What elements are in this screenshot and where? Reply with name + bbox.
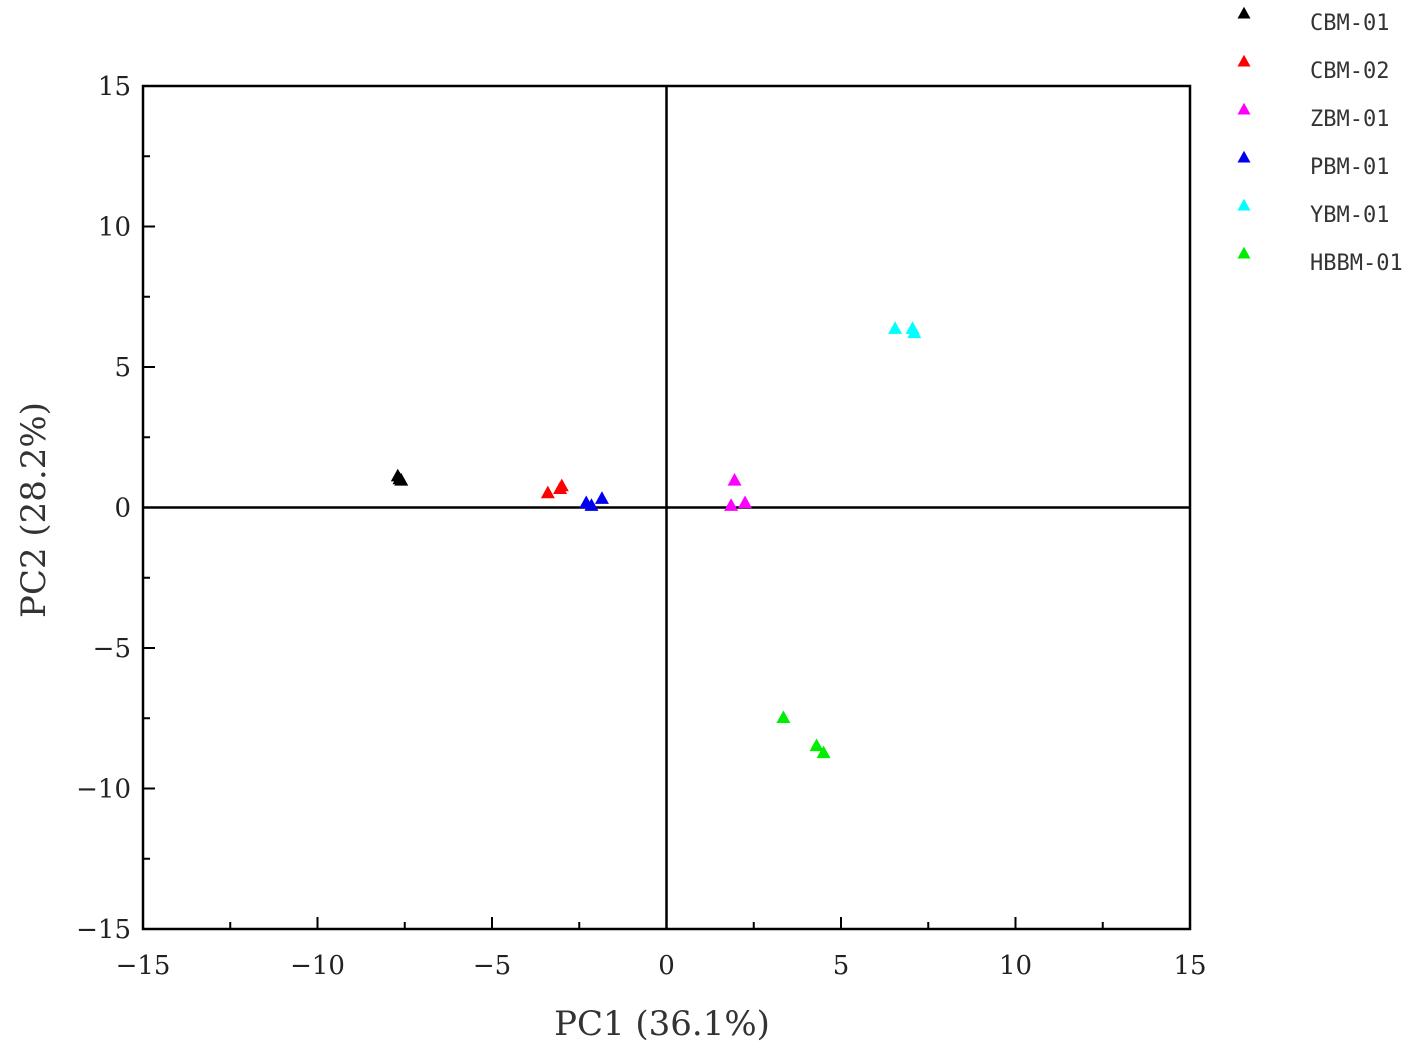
legend: CBM-01 CBM-02 ZBM-01 PBM-01 YBM-01 HBBM-01: [1237, 6, 1403, 276]
y-axis-title: PC2 (28.2%): [14, 402, 54, 618]
y-tick-label: 10: [98, 213, 131, 243]
y-tick-label: 5: [114, 353, 131, 383]
legend-marker: [1237, 6, 1251, 19]
legend-marker: [1237, 54, 1251, 67]
legend-marker: [1237, 102, 1251, 115]
data-point-hbbm-01: [809, 738, 824, 752]
legend-marker: [1237, 246, 1251, 259]
data-point-pbm-01: [594, 491, 609, 504]
legend-marker: [1237, 150, 1251, 163]
x-tick-label: −10: [290, 951, 345, 981]
legend-label: HBBM-01: [1310, 251, 1403, 276]
x-tick-label: −5: [473, 951, 511, 981]
legend-label: CBM-02: [1310, 59, 1389, 84]
data-point-zbm-01: [738, 495, 753, 509]
data-point-hbbm-01: [816, 745, 831, 759]
legend-label: CBM-01: [1310, 11, 1389, 36]
legend-label: ZBM-01: [1310, 107, 1389, 132]
y-tick-label: −10: [76, 775, 131, 805]
x-tick-label: −15: [116, 951, 171, 981]
data-point-pbm-01: [584, 498, 599, 511]
legend-label: PBM-01: [1310, 155, 1389, 180]
data-point-ybm-01: [888, 321, 903, 334]
data-point-hbbm-01: [776, 710, 791, 724]
y-tick-label: −15: [76, 915, 131, 945]
data-point-ybm-01: [907, 325, 922, 339]
data-point-cbm-01: [392, 471, 407, 485]
x-tick-label: 15: [1173, 951, 1206, 981]
axes-group: −15 −10 −5 0 5 10 15 −15 −10 −5 0 5 10 15: [76, 72, 1206, 981]
y-tick-label: 15: [98, 72, 131, 102]
data-point-zbm-01: [727, 472, 742, 486]
legend-label: YBM-01: [1310, 203, 1389, 228]
x-axis-title: PC1 (36.1%): [554, 1004, 770, 1044]
y-tick-label: 0: [114, 494, 131, 524]
x-tick-label: 10: [999, 951, 1032, 981]
data-point-cbm-02: [540, 485, 555, 499]
legend-marker: [1237, 198, 1251, 211]
x-tick-label: 5: [833, 951, 850, 981]
y-tick-label: −5: [93, 634, 131, 664]
data-point-zbm-01: [724, 498, 739, 511]
x-tick-label: 0: [658, 951, 675, 981]
data-point-cbm-02: [553, 481, 568, 495]
points-group: [390, 321, 922, 759]
